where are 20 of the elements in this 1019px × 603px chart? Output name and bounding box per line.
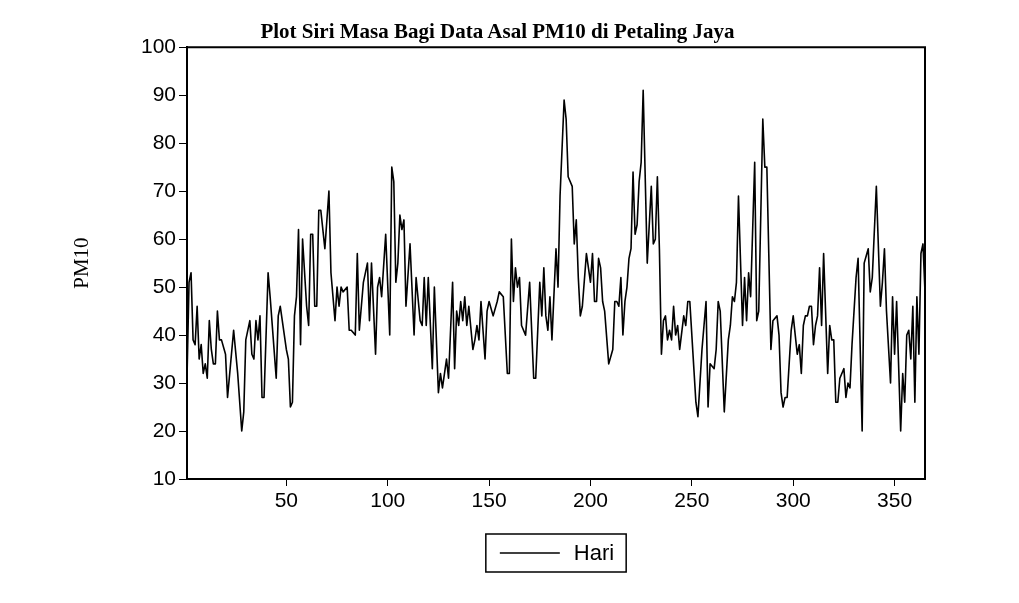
x-tick-label: 300 — [775, 488, 811, 512]
x-tick-label: 200 — [572, 488, 608, 512]
y-tick-label: 30 — [152, 369, 176, 393]
chart-title: Plot Siri Masa Bagi Data Asal PM10 di Petaling Jaya — [260, 19, 736, 44]
x-tick-label: 250 — [674, 488, 710, 512]
y-tick-label: 20 — [152, 417, 176, 441]
x-tick-label: 350 — [877, 488, 913, 512]
y-tick-label: 90 — [152, 81, 176, 105]
y-tick-label: 50 — [152, 273, 176, 297]
y-tick-label: 80 — [152, 129, 176, 153]
x-tick-label: 50 — [274, 488, 299, 512]
y-tick-label: 40 — [152, 321, 176, 345]
y-tick-label: 70 — [152, 177, 176, 201]
y-axis-title: PM10 — [69, 237, 94, 289]
y-tick-label: 60 — [152, 225, 176, 249]
legend-label: Hari — [573, 540, 615, 566]
x-tick-label: 150 — [471, 488, 507, 512]
y-tick-label: 100 — [140, 34, 176, 57]
x-tick-label: 100 — [370, 488, 406, 512]
y-tick-label: 10 — [152, 465, 176, 489]
